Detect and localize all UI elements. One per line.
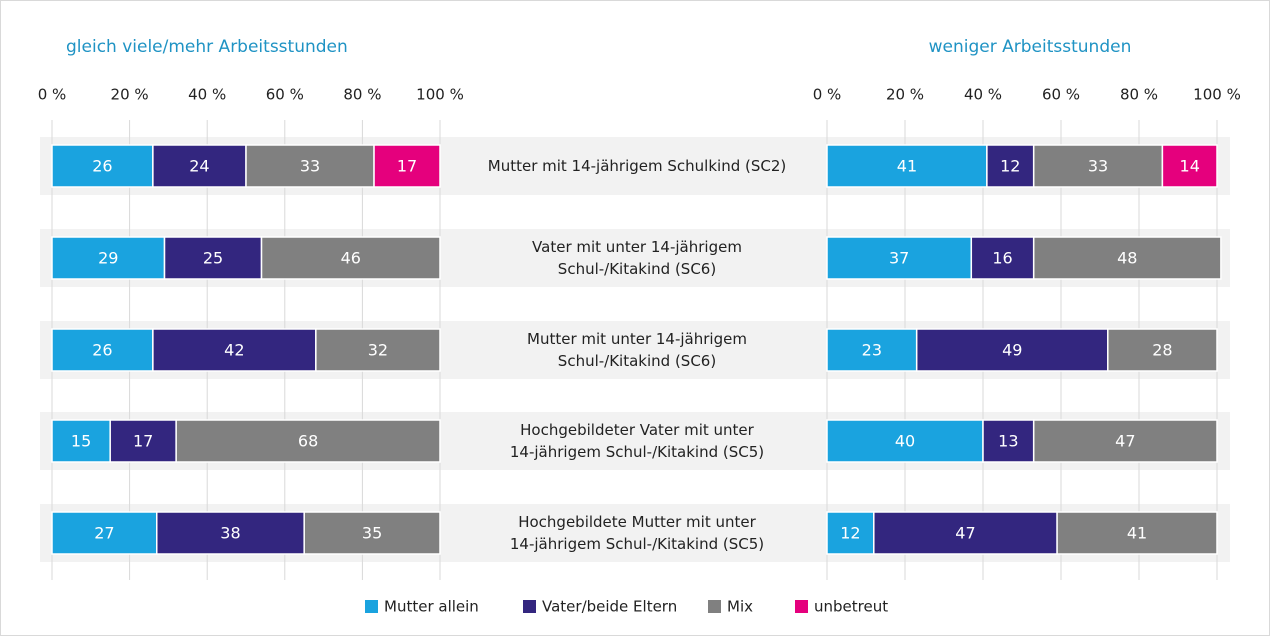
value-label: 28 <box>1152 341 1172 360</box>
bar-segment <box>51 419 111 463</box>
value-label: 17 <box>397 157 417 176</box>
x-tick-label: 80 % <box>1120 86 1158 104</box>
value-label: 49 <box>1002 341 1022 360</box>
x-tick-label: 80 % <box>343 86 381 104</box>
bar-segment <box>1032 144 1164 188</box>
value-label: 16 <box>992 249 1012 268</box>
x-tick-label: 100 % <box>1193 86 1241 104</box>
x-tick-label: 0 % <box>38 86 67 104</box>
value-label: 24 <box>189 157 209 176</box>
category-line: 14-jährigem Schul-/Kitakind (SC5) <box>510 535 764 553</box>
x-tick-label: 40 % <box>188 86 226 104</box>
category-line: 14-jährigem Schul-/Kitakind (SC5) <box>510 443 764 461</box>
bar-segment <box>1056 511 1218 555</box>
legend-label: Vater/beide Eltern <box>542 598 677 616</box>
bar-segment <box>1032 419 1218 463</box>
value-label: 33 <box>1088 157 1108 176</box>
value-label: 12 <box>1000 157 1020 176</box>
bar-segment <box>51 328 154 372</box>
legend-swatch <box>365 600 378 613</box>
value-label: 14 <box>1180 157 1200 176</box>
bar-segment <box>156 511 305 555</box>
bar-segment <box>51 236 166 280</box>
value-label: 13 <box>998 432 1018 451</box>
value-label: 33 <box>300 157 320 176</box>
value-label: 40 <box>895 432 915 451</box>
x-tick-label: 40 % <box>964 86 1002 104</box>
bar-segment <box>245 144 375 188</box>
x-tick-label: 20 % <box>111 86 149 104</box>
category-line: Mutter mit unter 14-jährigem <box>527 330 747 348</box>
bar-segment <box>873 511 1058 555</box>
value-label: 26 <box>92 341 112 360</box>
x-tick-label: 100 % <box>416 86 464 104</box>
x-tick-label: 0 % <box>813 86 842 104</box>
panel-title: weniger Arbeitsstunden <box>929 37 1132 57</box>
value-label: 15 <box>71 432 91 451</box>
legend-label: unbetreut <box>814 598 888 616</box>
bar-segment <box>826 511 875 555</box>
bar-segment <box>109 419 177 463</box>
bar-segment <box>826 419 984 463</box>
category-line: Schul-/Kitakind (SC6) <box>558 352 716 370</box>
bar-segment <box>826 144 988 188</box>
bar-segment <box>260 236 441 280</box>
bar-segment <box>915 328 1109 372</box>
bar-segment <box>152 328 317 372</box>
legend-swatch <box>523 600 536 613</box>
bar-segment <box>315 328 441 372</box>
value-label: 47 <box>1115 432 1135 451</box>
x-tick-label: 60 % <box>266 86 304 104</box>
category-label: Hochgebildete Mutter mit unter 14-jährige… <box>510 513 764 553</box>
value-label: 68 <box>298 432 318 451</box>
value-label: 17 <box>133 432 153 451</box>
bar-segment <box>970 236 1035 280</box>
category-label: Mutter mit 14-jährigem Schulkind (SC2) <box>488 157 786 175</box>
value-label: 41 <box>897 157 917 176</box>
category-line: Schul-/Kitakind (SC6) <box>558 260 716 278</box>
bar-segment <box>1107 328 1218 372</box>
category-label: Hochgebildeter Vater mit unter 14-jährige… <box>510 421 764 461</box>
value-label: 27 <box>94 524 114 543</box>
value-label: 26 <box>92 157 112 176</box>
bar-segment <box>175 419 441 463</box>
category-line: Hochgebildeter Vater mit unter <box>520 421 754 439</box>
value-label: 29 <box>98 249 118 268</box>
bar-segment <box>51 511 158 555</box>
value-label: 47 <box>955 524 975 543</box>
value-label: 35 <box>362 524 382 543</box>
x-tick-label: 60 % <box>1042 86 1080 104</box>
value-label: 23 <box>862 341 882 360</box>
value-label: 25 <box>203 249 223 268</box>
legend-label: Mix <box>727 598 753 616</box>
category-label: Mutter mit unter 14-jährigem Schul-/Kitak… <box>527 330 747 370</box>
bar-segment <box>1032 236 1222 280</box>
bar-segment <box>1161 144 1218 188</box>
value-label: 32 <box>368 341 388 360</box>
bar-segment <box>826 236 973 280</box>
value-label: 12 <box>840 524 860 543</box>
value-label: 42 <box>224 341 244 360</box>
legend-label: Mutter allein <box>384 598 479 616</box>
bar-segment <box>982 419 1035 463</box>
category-line: Vater mit unter 14-jährigem <box>532 238 742 256</box>
category-line: Hochgebildete Mutter mit unter <box>518 513 756 531</box>
panel-title: gleich viele/mehr Arbeitsstunden <box>66 37 348 57</box>
value-label: 38 <box>220 524 240 543</box>
value-label: 41 <box>1127 524 1147 543</box>
x-tick-label: 20 % <box>886 86 924 104</box>
legend-swatch <box>708 600 721 613</box>
category-line: Mutter mit 14-jährigem Schulkind (SC2) <box>488 157 786 175</box>
value-label: 46 <box>341 249 361 268</box>
bar-segment <box>373 144 441 188</box>
legend-swatch <box>795 600 808 613</box>
category-label: Vater mit unter 14-jährigem Schul-/Kitaki… <box>532 238 742 278</box>
value-label: 48 <box>1117 249 1137 268</box>
value-label: 37 <box>889 249 909 268</box>
bar-segment <box>152 144 247 188</box>
bar-segment <box>303 511 441 555</box>
